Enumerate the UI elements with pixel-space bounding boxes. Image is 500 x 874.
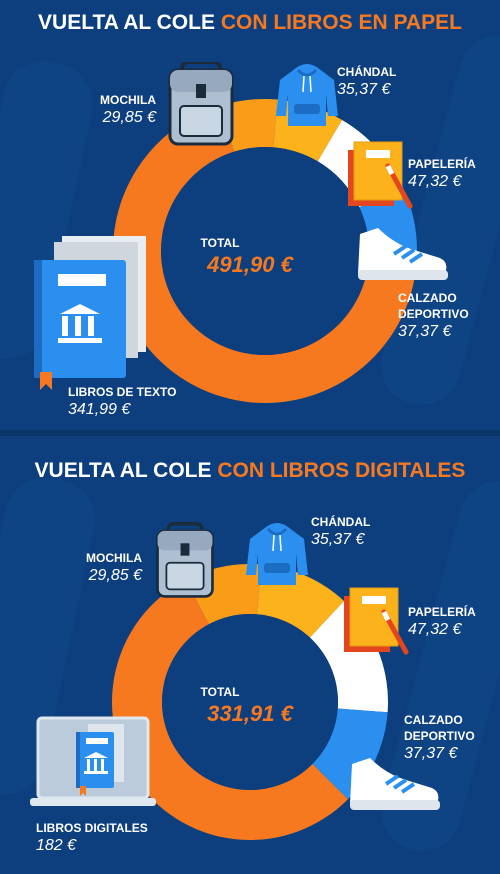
slice-name: MOCHILA — [100, 93, 156, 107]
chart-title: VUELTA AL COLE CON LIBROS EN PAPEL — [0, 11, 500, 35]
chart-title-main: VUELTA AL COLE — [38, 11, 221, 34]
hoodie-icon — [246, 523, 308, 585]
donut-slice-calzado-deportivo — [312, 708, 388, 800]
label-calzado: CALZADO DEPORTIVO 37,37 € — [404, 712, 484, 764]
label-chandal: CHÁNDAL 35,37 € — [311, 514, 370, 550]
backpack-icon — [168, 62, 234, 146]
total-value: 331,91 € — [207, 701, 293, 726]
donut-slice-libros-de-texto — [113, 105, 417, 403]
label-papeleria: PAPELERÍA 47,32 € — [408, 156, 476, 192]
label-chandal: CHÁNDAL 35,37 € — [337, 64, 396, 100]
chart-title-main: VUELTA AL COLE — [34, 459, 218, 482]
donut-slice-libros-digitales — [111, 579, 348, 841]
label-papeleria: PAPELERÍA 47,32 € — [408, 604, 476, 640]
label-libros-texto: LIBROS DE TEXTO 341,99 € — [68, 384, 176, 420]
chart-title: VUELTA AL COLE CON LIBROS DIGITALES — [0, 459, 500, 483]
slice-value: 182 € — [36, 837, 77, 854]
slice-value: 35,37 € — [311, 531, 365, 548]
slice-value: 47,32 € — [408, 621, 462, 638]
label-mochila: MOCHILA 29,85 € — [96, 92, 156, 128]
chart-title-accent: CON LIBROS DIGITALES — [217, 459, 466, 482]
slice-name: CHÁNDAL — [311, 515, 371, 529]
slice-value: 29,85 € — [88, 567, 142, 584]
donut-slice-papeleria — [309, 600, 388, 713]
hoodie-icon — [276, 64, 338, 126]
notebooks-icon — [344, 587, 409, 655]
slice-name: CHÁNDAL — [337, 65, 397, 79]
donut-hole — [161, 147, 369, 355]
slice-name: MOCHILA — [86, 551, 142, 565]
total-value: 491,90 € — [207, 252, 293, 277]
slice-name: CALZADO DEPORTIVO — [404, 713, 475, 743]
slice-name: CALZADO DEPORTIVO — [398, 291, 469, 321]
slice-name: PAPELERÍA — [408, 605, 476, 619]
slice-value: 47,32 € — [408, 173, 462, 190]
slice-name: LIBROS DE TEXTO — [68, 385, 177, 399]
label-libros-digitales: LIBROS DIGITALES 182 € — [36, 820, 148, 856]
chart-title-accent: CON LIBROS EN PAPEL — [220, 11, 462, 34]
chart-panel-paper: VUELTA AL COLE CON LIBROS EN PAPEL TOTAL… — [0, 0, 500, 430]
backpack-icon — [156, 522, 214, 598]
slice-value: 29,85 € — [102, 109, 156, 126]
panel-separator — [0, 430, 500, 436]
slice-name: LIBROS DIGITALES — [36, 821, 148, 835]
laptop-book-icon — [30, 716, 156, 806]
slice-value: 37,37 € — [398, 323, 452, 340]
slice-value: 35,37 € — [337, 81, 391, 98]
slice-value: 37,37 € — [404, 745, 458, 762]
donut-hole — [162, 614, 338, 790]
total-label: TOTAL — [200, 685, 240, 699]
slice-name: PAPELERÍA — [408, 157, 476, 171]
sneaker-icon — [358, 228, 448, 280]
label-mochila: MOCHILA 29,85 € — [82, 550, 142, 586]
donut-slice-mochila — [219, 98, 278, 152]
notebooks-icon — [348, 141, 413, 209]
label-calzado: CALZADO DEPORTIVO 37,37 € — [398, 290, 478, 342]
textbooks-icon — [34, 236, 146, 390]
chart-panel-digital: VUELTA AL COLE CON LIBROS DIGITALES TOTA… — [0, 436, 500, 874]
sneaker-icon — [350, 758, 440, 810]
slice-value: 341,99 € — [68, 401, 131, 418]
total-label: TOTAL — [200, 236, 240, 250]
